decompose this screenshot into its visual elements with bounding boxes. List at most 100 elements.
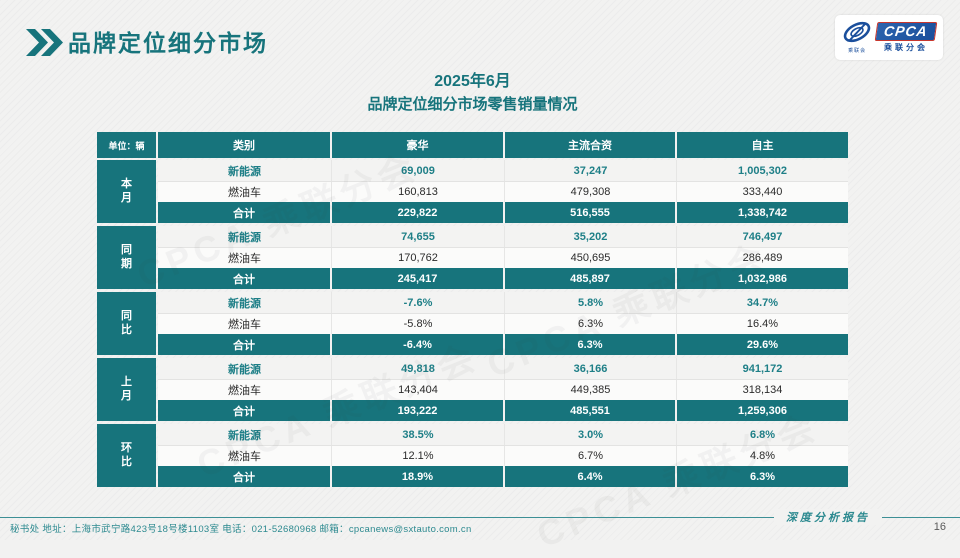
- column-header-category: 类别: [158, 132, 332, 158]
- value-cell: 16.4%: [746, 318, 779, 330]
- value-cell: 1,032,986: [738, 272, 787, 285]
- value-cell: 69,009: [332, 160, 505, 181]
- table-row: 合计 193,222 485,551 1,259,306: [158, 400, 848, 421]
- group-label: 同比: [97, 292, 156, 355]
- value-cell: 6.3%: [505, 314, 677, 334]
- table-row: 燃油车 160,813 479,308 333,440: [158, 181, 848, 202]
- value-cell: 143,404: [332, 380, 505, 400]
- category-cell: 新能源: [158, 226, 332, 247]
- value-cell: 941,172: [742, 362, 783, 375]
- category-cell: 燃油车: [158, 380, 332, 400]
- value-cell: 38.5%: [332, 424, 505, 445]
- value-cell: 6.3%: [749, 470, 776, 483]
- table-row: 合计 229,822 516,555 1,338,742: [158, 202, 848, 223]
- value-cell: 29.6%: [746, 338, 779, 351]
- category-cell: 新能源: [158, 160, 332, 181]
- value-cell: 229,822: [332, 202, 505, 223]
- value-cell: 318,134: [742, 384, 783, 396]
- table-row: 合计 245,417 485,897 1,032,986: [158, 268, 848, 289]
- footer-contact: 秘书处 地址：上海市武宁路423号18号楼1103室 电话：021-526809…: [10, 524, 472, 535]
- logo-subtext: 乘联分会: [883, 43, 928, 52]
- category-cell: 合计: [158, 268, 332, 289]
- group-label: 同期: [97, 226, 156, 289]
- unit-label-cell: 单位：辆: [97, 132, 158, 158]
- table-group: 同比新能源 -7.6% 5.8% 34.7% 燃油车 -5.8% 6.3% 16.4% 合计 -6…: [97, 292, 848, 355]
- table-row: 燃油车 -5.8% 6.3% 16.4%: [158, 313, 848, 334]
- value-cell: -7.6%: [332, 292, 505, 313]
- table-row: 新能源 69,009 37,247 1,005,302: [158, 160, 848, 181]
- value-cell: 1,338,742: [738, 206, 787, 219]
- group-label: 环比: [97, 424, 156, 487]
- value-cell: 193,222: [332, 400, 505, 421]
- category-cell: 合计: [158, 466, 332, 487]
- category-cell: 合计: [158, 202, 332, 223]
- value-cell: 479,308: [505, 182, 677, 202]
- value-cell: 49,818: [332, 358, 505, 379]
- value-cell: 485,897: [505, 268, 677, 289]
- table-body: 本月新能源 69,009 37,247 1,005,302 燃油车 160,813 479,…: [97, 160, 848, 487]
- category-cell: 合计: [158, 400, 332, 421]
- value-cell: 6.7%: [505, 446, 677, 466]
- table-title-line2: 品牌定位细分市场零售销量情况: [367, 95, 578, 113]
- category-cell: 燃油车: [158, 314, 332, 334]
- value-cell: 450,695: [505, 248, 677, 268]
- category-cell: 合计: [158, 334, 332, 355]
- value-cell: 74,655: [332, 226, 505, 247]
- value-cell: 3.0%: [505, 424, 677, 445]
- table-row: 新能源 38.5% 3.0% 6.8%: [158, 424, 848, 445]
- value-cell: 6.3%: [505, 334, 677, 355]
- table-row: 燃油车 170,762 450,695 286,489: [158, 247, 848, 268]
- page-number: 16: [933, 521, 946, 533]
- column-header-mainstream-jv: 主流合资: [505, 132, 677, 158]
- category-cell: 新能源: [158, 292, 332, 313]
- table-header-row: 单位：辆 类别 豪华 主流合资 自主: [97, 132, 848, 158]
- value-cell: 1,259,306: [738, 404, 787, 417]
- value-cell: -5.8%: [332, 314, 505, 334]
- slide-header: 品牌定位细分市场 乘联会 CPCA 乘联分会: [0, 0, 960, 64]
- value-cell: 746,497: [742, 230, 783, 243]
- table-group: 同期新能源 74,655 35,202 746,497 燃油车 170,762 450,69…: [97, 226, 848, 289]
- value-cell: 6.8%: [749, 428, 776, 441]
- value-cell: 34.7%: [746, 296, 779, 309]
- table-title: 2025年6月 品牌定位细分市场零售销量情况: [97, 71, 848, 115]
- table-group: 环比新能源 38.5% 3.0% 6.8% 燃油车 12.1% 6.7% 4.8% 合计 18.9…: [97, 424, 848, 487]
- value-cell: 516,555: [505, 202, 677, 223]
- group-label: 本月: [97, 160, 156, 223]
- value-cell: 286,489: [742, 252, 783, 264]
- sales-table: CPCA 乘联分会 CPCA 乘联分会 CPCA 乘联分会 CPCA 乘联分会 …: [97, 132, 848, 555]
- value-cell: 449,385: [505, 380, 677, 400]
- value-cell: 1,005,302: [738, 164, 787, 177]
- logo-wordmark: CPCA: [874, 22, 938, 41]
- column-header-domestic: 自主: [751, 140, 774, 152]
- value-cell: -6.4%: [332, 334, 505, 355]
- cpca-logo: 乘联会 CPCA 乘联分会: [835, 15, 943, 60]
- value-cell: 5.8%: [505, 292, 677, 313]
- table-row: 新能源 49,818 36,166 941,172: [158, 358, 848, 379]
- footer-rule: [0, 517, 960, 518]
- value-cell: 333,440: [742, 186, 783, 198]
- value-cell: 160,813: [332, 182, 505, 202]
- value-cell: 18.9%: [332, 466, 505, 487]
- category-cell: 燃油车: [158, 446, 332, 466]
- value-cell: 6.4%: [505, 466, 677, 487]
- value-cell: 245,417: [332, 268, 505, 289]
- table-row: 合计 18.9% 6.4% 6.3%: [158, 466, 848, 487]
- value-cell: 35,202: [505, 226, 677, 247]
- value-cell: 12.1%: [332, 446, 505, 466]
- value-cell: 170,762: [332, 248, 505, 268]
- category-cell: 燃油车: [158, 248, 332, 268]
- logo-emblem-icon: 乘联会: [842, 21, 872, 54]
- value-cell: 36,166: [505, 358, 677, 379]
- category-cell: 燃油车: [158, 182, 332, 202]
- table-title-line1: 2025年6月: [434, 73, 511, 90]
- table-row: 新能源 -7.6% 5.8% 34.7%: [158, 292, 848, 313]
- table-row: 合计 -6.4% 6.3% 29.6%: [158, 334, 848, 355]
- group-label: 上月: [97, 358, 156, 421]
- category-cell: 新能源: [158, 358, 332, 379]
- column-header-luxury: 豪华: [332, 132, 505, 158]
- table-row: 燃油车 143,404 449,385 318,134: [158, 379, 848, 400]
- page-title: 品牌定位细分市场: [68, 30, 268, 56]
- table-group: 本月新能源 69,009 37,247 1,005,302 燃油车 160,813 479,…: [97, 160, 848, 223]
- title-chevron-icon: [26, 29, 63, 56]
- report-type-label: 深度分析报告: [774, 509, 882, 525]
